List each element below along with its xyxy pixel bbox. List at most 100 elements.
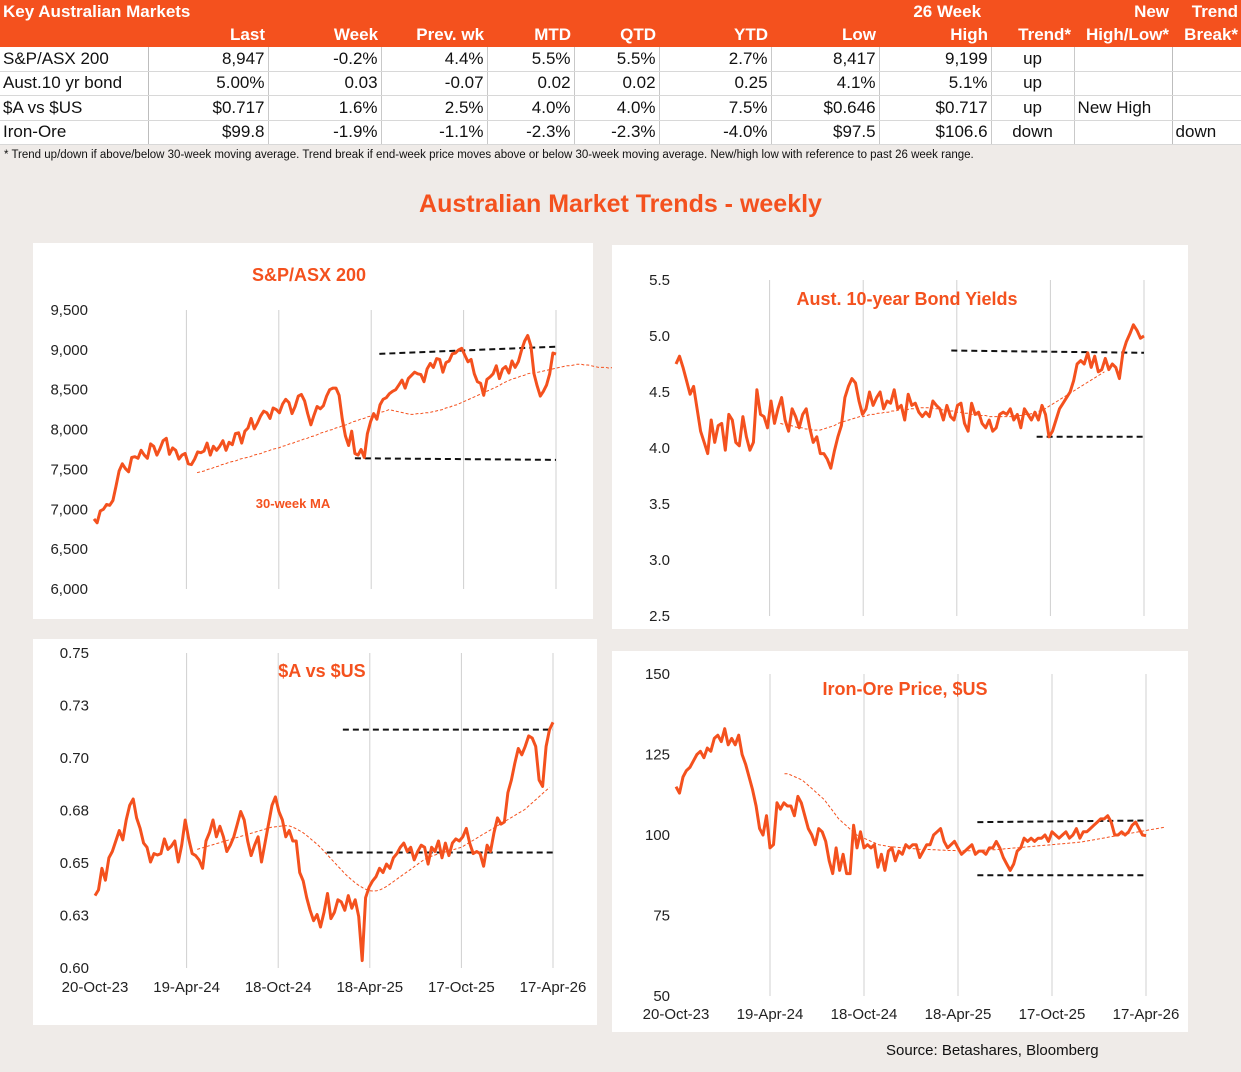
- series-line-asx: [92, 334, 557, 525]
- y-tick-label: 8,500: [50, 382, 88, 399]
- col-header: High: [879, 23, 992, 47]
- col-header: Break*: [1172, 23, 1241, 47]
- col-header: Prev. wk: [381, 23, 488, 47]
- cell: 8,417: [771, 47, 880, 72]
- cell: down: [1172, 120, 1241, 145]
- col-header: QTD: [574, 23, 660, 47]
- col-header: YTD: [659, 23, 772, 47]
- cell: 7.5%: [659, 95, 772, 121]
- chart-panel-iron: [612, 651, 1188, 1032]
- moving-average-line-bond: [780, 371, 1105, 431]
- chart-panel-asx: [33, 243, 593, 619]
- moving-average-line-asx: [196, 363, 614, 474]
- x-tick-label: 17-Apr-26: [1113, 1006, 1180, 1023]
- group-header-26-week: 26 Week: [771, 0, 992, 24]
- reference-line: [354, 457, 557, 461]
- y-tick-label: 7,500: [50, 461, 88, 478]
- chart-title-aud: $A vs $US: [278, 661, 365, 681]
- cell: down: [991, 120, 1075, 145]
- cell: [1172, 95, 1241, 121]
- chart-title-iron: Iron-Ore Price, $US: [822, 679, 987, 699]
- x-tick-label: 17-Apr-26: [520, 979, 587, 996]
- cell: -0.2%: [268, 47, 382, 72]
- cell: 0.03: [268, 71, 382, 96]
- cell: 4.4%: [381, 47, 488, 72]
- cell: 0.02: [574, 71, 660, 96]
- y-tick-label: 9,000: [50, 342, 88, 359]
- y-tick-label: 6,500: [50, 541, 88, 558]
- cell: 2.5%: [381, 95, 488, 121]
- y-tick-label: 4.0: [649, 440, 670, 457]
- table-row: $A vs $US $0.717 1.6% 2.5% 4.0% 4.0% 7.5…: [0, 95, 1241, 121]
- chart-title-asx: S&P/ASX 200: [252, 265, 366, 285]
- cell: $0.717: [148, 95, 269, 121]
- cell: 0.25: [659, 71, 772, 96]
- y-tick-label: 5.5: [649, 272, 670, 289]
- row-name: Aust.10 yr bond: [0, 71, 149, 96]
- x-tick-label: 18-Apr-25: [925, 1006, 992, 1023]
- table-row: S&P/ASX 200 8,947 -0.2% 4.4% 5.5% 5.5% 2…: [0, 47, 1241, 72]
- cell: up: [991, 71, 1075, 96]
- table-row: Iron-Ore $99.8 -1.9% -1.1% -2.3% -2.3% -…: [0, 120, 1241, 145]
- series-line-bond: [674, 323, 1145, 470]
- cell: [1074, 47, 1173, 72]
- table-header-row-1: Key Australian Markets 26 Week New Trend: [0, 0, 1241, 24]
- y-tick-label: 0.75: [60, 645, 89, 662]
- y-tick-label: 3.0: [649, 552, 670, 569]
- y-tick-label: 0.70: [60, 750, 89, 767]
- y-tick-label: 75: [653, 908, 670, 925]
- y-tick-label: 3.5: [649, 496, 670, 513]
- header-new: New: [1074, 0, 1173, 24]
- x-tick-label: 17-Oct-25: [1019, 1006, 1086, 1023]
- cell: 2.7%: [659, 47, 772, 72]
- cell: 0.02: [487, 71, 575, 96]
- y-tick-label: 5.0: [649, 328, 670, 345]
- y-tick-label: 0.65: [60, 855, 89, 872]
- y-tick-label: 2.5: [649, 608, 670, 625]
- x-tick-label: 19-Apr-24: [737, 1006, 804, 1023]
- cell: [1074, 71, 1173, 96]
- y-tick-label: 0.63: [60, 908, 89, 925]
- cell: up: [991, 95, 1075, 121]
- cell: -4.0%: [659, 120, 772, 145]
- cell: $0.646: [771, 95, 880, 121]
- cell: 4.0%: [487, 95, 575, 121]
- reference-line: [977, 819, 1147, 824]
- x-tick-label: 17-Oct-25: [428, 979, 495, 996]
- y-tick-label: 0.60: [60, 960, 89, 977]
- series-line-aud: [93, 721, 555, 963]
- x-tick-label: 18-Apr-25: [336, 979, 403, 996]
- y-tick-label: 0.68: [60, 803, 89, 820]
- y-tick-label: 9,500: [50, 302, 88, 319]
- page-title: Australian Market Trends - weekly: [419, 190, 822, 218]
- series-line-iron: [674, 727, 1147, 876]
- x-tick-label: 18-Oct-24: [831, 1006, 898, 1023]
- source-note: Source: Betashares, Bloomberg: [886, 1042, 1099, 1059]
- col-header: Low: [771, 23, 880, 47]
- moving-average-line-aud: [197, 787, 550, 892]
- y-tick-label: 7,000: [50, 501, 88, 518]
- cell: -1.1%: [381, 120, 488, 145]
- cell: -2.3%: [487, 120, 575, 145]
- y-tick-label: 125: [645, 747, 670, 764]
- cell: 1.6%: [268, 95, 382, 121]
- chart-panel-aud: [33, 639, 597, 1025]
- row-name: $A vs $US: [0, 95, 149, 121]
- y-tick-label: 100: [645, 827, 670, 844]
- cell: -0.07: [381, 71, 488, 96]
- cell: $106.6: [879, 120, 992, 145]
- cell: [1074, 120, 1173, 145]
- x-tick-label: 20-Oct-23: [643, 1006, 710, 1023]
- key-markets-table: Key Australian Markets 26 Week New Trend…: [0, 0, 1241, 145]
- cell: 4.1%: [771, 71, 880, 96]
- x-tick-label: 19-Apr-24: [153, 979, 220, 996]
- cell: -1.9%: [268, 120, 382, 145]
- table-header-row-2: Last Week Prev. wk MTD QTD YTD Low High …: [0, 23, 1241, 47]
- cell: -2.3%: [574, 120, 660, 145]
- col-header: MTD: [487, 23, 575, 47]
- col-header: Week: [268, 23, 382, 47]
- cell: $99.8: [148, 120, 269, 145]
- cell: 5.1%: [879, 71, 992, 96]
- cell: [1172, 71, 1241, 96]
